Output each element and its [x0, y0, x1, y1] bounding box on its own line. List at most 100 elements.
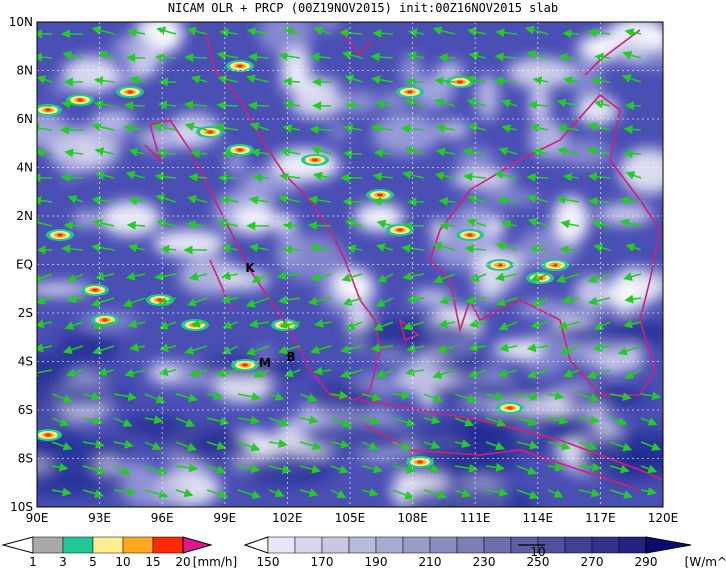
- colorbar-label: 230: [473, 555, 496, 569]
- wind-vector: [126, 105, 145, 106]
- colorbar-segment: [349, 537, 376, 553]
- wind-vector: [65, 225, 83, 226]
- colorbar-segment: [592, 537, 619, 553]
- colorbar-segment: [619, 537, 646, 553]
- x-tick-label: 105E: [335, 511, 366, 525]
- wind-vector: [284, 81, 300, 82]
- rain-cell: [102, 319, 108, 322]
- colorbar-label: 5: [89, 555, 97, 569]
- x-tick-label: 120E: [648, 511, 679, 525]
- y-tick-label: 10S: [10, 500, 33, 514]
- rain-cell: [507, 407, 513, 410]
- wind-vector: [284, 225, 300, 226]
- y-tick-label: 8S: [18, 452, 33, 466]
- rain-cell: [467, 234, 473, 237]
- site-label: M: [259, 356, 271, 370]
- site-label: B: [286, 350, 295, 364]
- colorbar-segment: [63, 537, 93, 553]
- y-tick-label: EQ: [16, 258, 33, 272]
- x-tick-label: 111E: [460, 511, 491, 525]
- colorbar-arrow: [245, 537, 268, 553]
- colorbar-label: 210: [419, 555, 442, 569]
- wind-vector: [374, 33, 393, 34]
- colorbar-unit: [mm/h]: [193, 555, 237, 569]
- colorbar-arrow: [646, 537, 691, 553]
- colorbar-label: 170: [311, 555, 334, 569]
- y-tick-label: 2N: [16, 209, 33, 223]
- rain-cell: [237, 149, 243, 152]
- wind-vector: [30, 105, 52, 106]
- colorbar-label: 1: [29, 555, 37, 569]
- wind-vector: [186, 57, 207, 58]
- rain-cell: [407, 91, 413, 94]
- colorbar-label: 190: [365, 555, 388, 569]
- colorbar-segment: [268, 537, 295, 553]
- colorbar-segment: [484, 537, 511, 553]
- x-tick-label: 117E: [585, 511, 616, 525]
- colorbar-segment: [33, 537, 63, 553]
- rain-cell: [312, 159, 318, 162]
- y-tick-label: 2S: [18, 306, 33, 320]
- colorbar-segment: [376, 537, 403, 553]
- wind-vector: [309, 225, 331, 226]
- wind-vector: [254, 177, 269, 178]
- x-tick-label: 93E: [88, 511, 111, 525]
- rain-cell: [57, 234, 63, 237]
- colorbar-arrow: [183, 537, 211, 553]
- rain-cell: [237, 65, 243, 68]
- wind-vector: [374, 201, 393, 202]
- colorbar-segment: [430, 537, 457, 553]
- site-label: K: [245, 261, 255, 275]
- colorbar-label: 15: [145, 555, 160, 569]
- rain-cell: [242, 364, 248, 367]
- colorbar-arrow: [3, 537, 33, 553]
- colorbar-label: 10: [115, 555, 130, 569]
- rain-cell: [92, 289, 98, 292]
- rain-cell: [127, 91, 133, 94]
- y-tick-label: 4S: [18, 355, 33, 369]
- colorbar-segment: [403, 537, 430, 553]
- x-tick-label: 99E: [213, 511, 236, 525]
- rain-cell: [45, 109, 51, 112]
- wind-vector: [345, 153, 362, 154]
- rain-cell: [457, 81, 463, 84]
- wind-vector: [627, 105, 641, 106]
- colorbar-segment: [295, 537, 322, 553]
- y-tick-label: 4N: [16, 161, 33, 175]
- wind-vector: [625, 153, 641, 154]
- rain-cell: [45, 434, 51, 437]
- wind-vector: [311, 129, 331, 130]
- y-tick-label: 6S: [18, 403, 33, 417]
- y-tick-label: 10N: [9, 15, 33, 29]
- rain-cell: [207, 131, 213, 134]
- y-tick-label: 8N: [16, 64, 33, 78]
- wind-vector: [440, 57, 455, 58]
- colorbar-segment: [93, 537, 123, 553]
- x-tick-label: 96E: [151, 511, 174, 525]
- wind-vector: [249, 105, 269, 106]
- wind-vector: [441, 225, 455, 226]
- colorbar-label: 150: [257, 555, 280, 569]
- colorbar-segment: [153, 537, 183, 553]
- colorbar-unit: [W/m^2]: [685, 555, 726, 569]
- colorbar-segment: [322, 537, 349, 553]
- colorbar-segment: [565, 537, 592, 553]
- colorbar-segment: [123, 537, 153, 553]
- rain-cell: [397, 229, 403, 232]
- y-tick-label: 6N: [16, 112, 33, 126]
- rain-cell: [497, 264, 503, 267]
- reference-label: 10: [530, 545, 545, 559]
- wind-vector: [561, 249, 579, 250]
- title: NICAM OLR + PRCP (00Z19NOV2015) init:00Z…: [168, 1, 558, 15]
- wind-vector: [564, 33, 579, 34]
- wind-vector: [407, 81, 424, 82]
- x-tick-label: 102E: [272, 511, 303, 525]
- wind-vector: [62, 177, 83, 178]
- x-tick-label: 108E: [397, 511, 428, 525]
- rain-cell: [377, 194, 383, 197]
- colorbar-label: 290: [635, 555, 658, 569]
- map-area: [0, 10, 698, 524]
- colorbar-segment: [457, 537, 484, 553]
